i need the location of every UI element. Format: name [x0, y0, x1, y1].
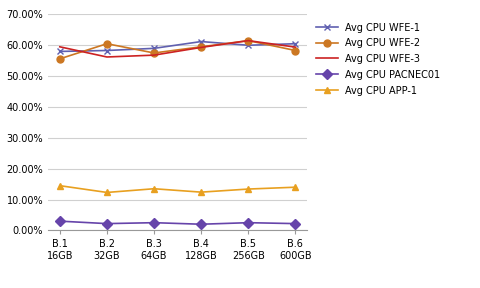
- Avg CPU WFE-1: [198, 40, 204, 43]
- Avg CPU WFE-3: [104, 55, 110, 59]
- Avg CPU WFE-3: [245, 39, 251, 42]
- Avg CPU WFE-2: [57, 57, 63, 60]
- Avg CPU WFE-1: [57, 50, 63, 53]
- Avg CPU APP-1: [151, 187, 157, 190]
- Avg CPU APP-1: [198, 190, 204, 194]
- Avg CPU WFE-3: [57, 45, 63, 49]
- Avg CPU WFE-2: [104, 42, 110, 46]
- Avg CPU PACNEC01: [151, 221, 157, 224]
- Avg CPU APP-1: [245, 187, 251, 191]
- Avg CPU PACNEC01: [245, 221, 251, 224]
- Line: Avg CPU WFE-2: Avg CPU WFE-2: [56, 37, 299, 62]
- Line: Avg CPU WFE-1: Avg CPU WFE-1: [56, 38, 299, 55]
- Avg CPU WFE-3: [198, 46, 204, 49]
- Avg CPU WFE-2: [292, 49, 298, 52]
- Line: Avg CPU WFE-3: Avg CPU WFE-3: [60, 41, 295, 57]
- Avg CPU PACNEC01: [57, 219, 63, 223]
- Avg CPU WFE-3: [151, 53, 157, 57]
- Avg CPU PACNEC01: [198, 223, 204, 226]
- Avg CPU WFE-1: [292, 42, 298, 46]
- Avg CPU WFE-3: [292, 46, 298, 49]
- Avg CPU WFE-1: [151, 47, 157, 50]
- Avg CPU PACNEC01: [292, 222, 298, 225]
- Avg CPU WFE-2: [151, 51, 157, 55]
- Avg CPU APP-1: [104, 191, 110, 194]
- Avg CPU WFE-1: [104, 49, 110, 52]
- Avg CPU WFE-2: [245, 39, 251, 42]
- Avg CPU APP-1: [292, 185, 298, 189]
- Legend: Avg CPU WFE-1, Avg CPU WFE-2, Avg CPU WFE-3, Avg CPU PACNEC01, Avg CPU APP-1: Avg CPU WFE-1, Avg CPU WFE-2, Avg CPU WF…: [312, 19, 444, 100]
- Avg CPU WFE-1: [245, 43, 251, 47]
- Avg CPU WFE-2: [198, 45, 204, 49]
- Avg CPU APP-1: [57, 184, 63, 187]
- Line: Avg CPU APP-1: Avg CPU APP-1: [56, 182, 299, 196]
- Line: Avg CPU PACNEC01: Avg CPU PACNEC01: [56, 218, 299, 228]
- Avg CPU PACNEC01: [104, 222, 110, 225]
